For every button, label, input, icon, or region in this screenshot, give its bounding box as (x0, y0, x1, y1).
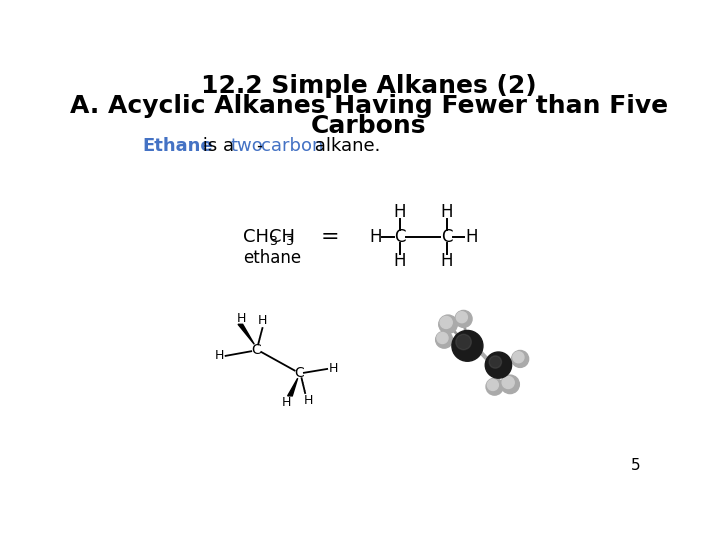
Circle shape (500, 375, 519, 394)
Text: H: H (440, 252, 453, 270)
Circle shape (486, 378, 503, 395)
Circle shape (512, 350, 528, 367)
Circle shape (438, 315, 457, 334)
Text: carbon: carbon (261, 137, 323, 155)
Text: two: two (230, 137, 264, 155)
Text: 3: 3 (269, 235, 277, 248)
Circle shape (437, 333, 448, 343)
Polygon shape (287, 378, 297, 396)
Circle shape (513, 352, 524, 363)
Circle shape (456, 312, 467, 323)
Text: H: H (465, 227, 477, 246)
Circle shape (485, 352, 512, 378)
Text: C: C (441, 227, 452, 246)
Text: Ethane: Ethane (143, 137, 213, 155)
Text: H: H (328, 362, 338, 375)
Polygon shape (238, 325, 254, 345)
Text: H: H (394, 252, 406, 270)
Text: CH: CH (269, 227, 295, 246)
Text: 3: 3 (285, 235, 293, 248)
Text: 12.2 Simple Alkanes (2): 12.2 Simple Alkanes (2) (201, 74, 537, 98)
Text: ethane: ethane (243, 249, 301, 267)
Text: Carbons: Carbons (311, 114, 427, 138)
Circle shape (489, 356, 502, 368)
Text: H: H (304, 394, 313, 407)
Text: alkane.: alkane. (310, 137, 381, 155)
Circle shape (502, 376, 514, 388)
Circle shape (455, 310, 472, 327)
Circle shape (440, 316, 452, 328)
Text: C: C (294, 366, 304, 380)
Circle shape (452, 330, 483, 361)
Circle shape (436, 331, 453, 348)
Text: H: H (258, 314, 268, 327)
Circle shape (487, 380, 498, 390)
Text: C: C (252, 343, 261, 357)
Text: H: H (369, 227, 382, 246)
Text: 5: 5 (631, 458, 640, 473)
Text: C: C (395, 227, 406, 246)
Text: H: H (215, 349, 224, 362)
Text: H: H (282, 396, 292, 409)
Circle shape (456, 334, 472, 350)
Text: =: = (321, 226, 340, 246)
Text: CH: CH (243, 227, 269, 246)
Text: H: H (236, 313, 246, 326)
Text: is a: is a (197, 137, 240, 155)
Text: H: H (394, 203, 406, 221)
Text: A. Acyclic Alkanes Having Fewer than Five: A. Acyclic Alkanes Having Fewer than Fiv… (70, 94, 668, 118)
Text: H: H (440, 203, 453, 221)
Text: -: - (256, 137, 263, 155)
